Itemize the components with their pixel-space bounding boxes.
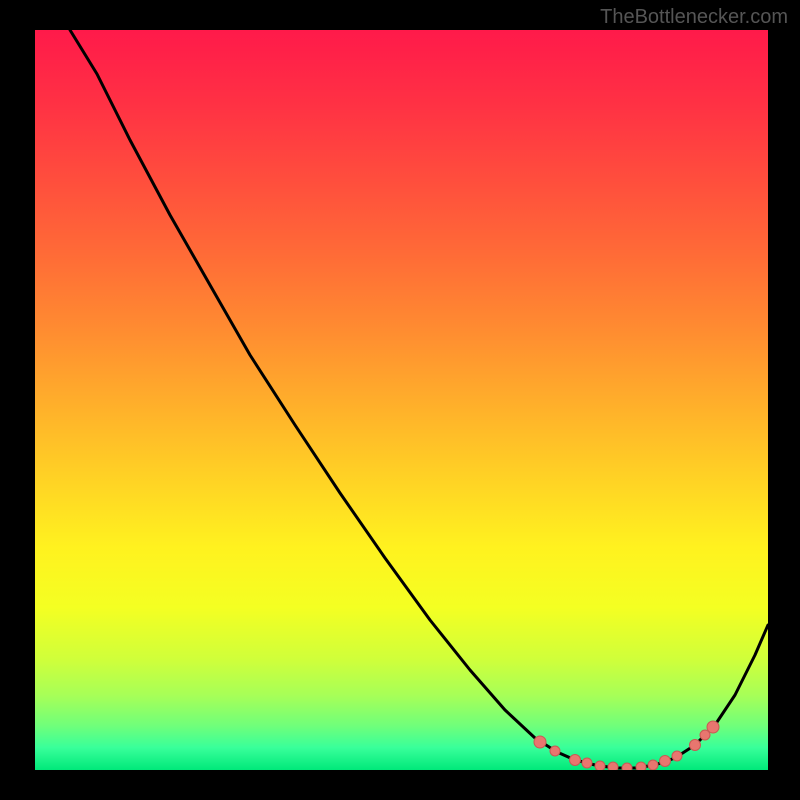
data-point: [622, 763, 632, 770]
data-point: [595, 761, 605, 770]
data-point: [672, 751, 682, 761]
curve-svg: [35, 30, 768, 770]
data-point: [534, 736, 546, 748]
data-point: [660, 756, 671, 767]
curve-line: [70, 30, 768, 768]
data-point: [636, 762, 646, 770]
plot-area: [35, 30, 768, 770]
watermark-text: TheBottlenecker.com: [600, 6, 788, 29]
data-point: [550, 746, 560, 756]
data-point: [570, 755, 581, 766]
data-point: [582, 758, 592, 768]
data-point: [648, 760, 658, 770]
data-point: [608, 762, 618, 770]
data-point: [707, 721, 719, 733]
data-point: [690, 740, 701, 751]
